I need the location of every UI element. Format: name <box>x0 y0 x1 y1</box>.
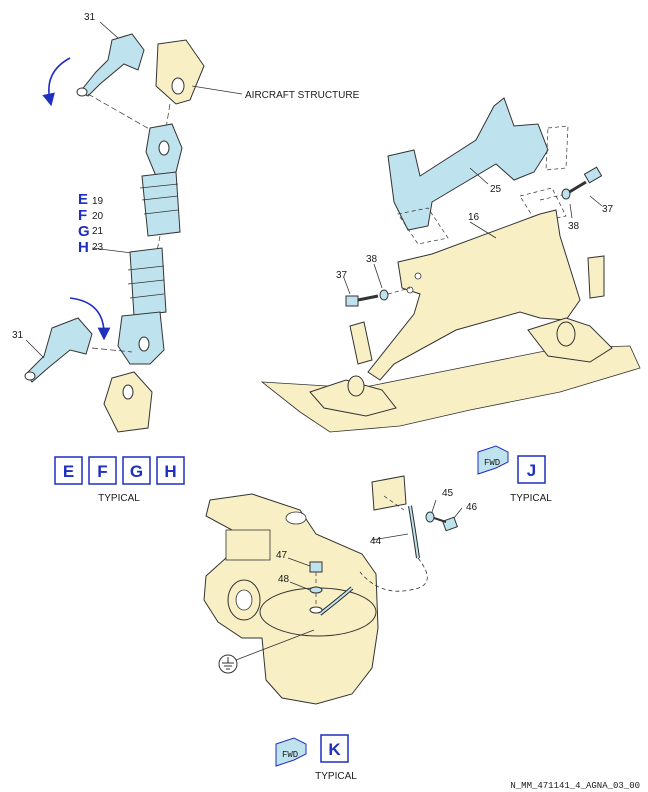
index-letter-e: E <box>78 191 88 208</box>
callout-38-right: 38 <box>568 221 580 232</box>
callout-31-bottom: 31 <box>12 330 24 341</box>
washer-48 <box>309 586 323 594</box>
washer-38-right <box>561 188 571 200</box>
callout-47: 47 <box>276 550 288 561</box>
upper-structure-bracket <box>155 39 205 105</box>
view-box-f: F <box>88 456 117 485</box>
callout-16: 16 <box>468 212 480 223</box>
callout-31-top: 31 <box>84 12 96 23</box>
view-boxes-efgh: E F G H TYPICAL <box>54 456 185 504</box>
bracket-25 <box>387 97 549 231</box>
svg-text:K: K <box>328 740 341 759</box>
fwd-arrow-k: FWD <box>275 737 307 767</box>
washer-45 <box>425 511 435 523</box>
ground-symbol-icon <box>218 654 238 674</box>
view-box-e: E <box>54 456 83 485</box>
bolt-37-left <box>345 294 379 307</box>
fwd-arrow-j: FWD <box>477 445 509 475</box>
component-index-list: E 19 F 20 G 21 H 23 <box>78 191 104 256</box>
ground-strap-view: 44 45 46 47 48 <box>203 475 478 705</box>
bracket-16 <box>367 209 581 381</box>
svg-text:FWD: FWD <box>484 458 500 468</box>
callout-45: 45 <box>442 488 454 499</box>
callout-37-right: 37 <box>602 204 614 215</box>
bracket-assembly-view: 25 16 37 38 <box>260 97 641 433</box>
callout-48: 48 <box>278 574 290 585</box>
view-box-h: H <box>156 456 185 485</box>
svg-text:J: J <box>527 461 536 480</box>
index-letter-f: F <box>78 207 87 224</box>
post-right <box>587 255 605 299</box>
index-letter-g: G <box>78 223 90 240</box>
svg-text:H: H <box>164 462 176 481</box>
callout-23: 23 <box>92 242 104 253</box>
ground-bracket <box>371 475 407 511</box>
upper-clamp-31 <box>79 33 145 97</box>
callout-37-left: 37 <box>336 270 348 281</box>
view-box-j: J <box>517 455 546 484</box>
callout-20: 20 <box>92 211 104 222</box>
figure-reference: N_MM_471141_4_AGNA_03_00 <box>510 781 640 791</box>
svg-text:F: F <box>97 462 107 481</box>
rod-upper-section <box>141 171 181 237</box>
svg-text:FWD: FWD <box>282 750 298 760</box>
lower-structure-bracket <box>103 371 153 433</box>
callout-21: 21 <box>92 226 104 237</box>
callout-44: 44 <box>370 536 382 547</box>
view-box-g: G <box>122 456 151 485</box>
callout-19: 19 <box>92 196 104 207</box>
svg-text:E: E <box>63 462 74 481</box>
view-k-marker: FWD K TYPICAL <box>275 734 357 782</box>
rotation-arrow-lower <box>69 297 111 341</box>
index-letter-h: H <box>78 239 89 256</box>
aircraft-structure-label: AIRCRAFT STRUCTURE <box>245 90 360 101</box>
caption-typical-efgh: TYPICAL <box>98 493 140 504</box>
view-j-marker: FWD J TYPICAL <box>477 445 552 504</box>
washer-38-left <box>379 289 389 301</box>
view-box-k: K <box>320 734 349 763</box>
post-left <box>349 321 373 365</box>
rotation-arrow-upper <box>42 57 71 107</box>
lower-clamp-31 <box>25 317 93 383</box>
bolt-37-right <box>565 166 603 196</box>
caption-typical-j: TYPICAL <box>510 493 552 504</box>
callout-38-left: 38 <box>366 254 378 265</box>
rod-assembly-view: AIRCRAFT STRUCTURE 31 3 <box>12 12 360 433</box>
bracket-foot-left <box>309 379 397 417</box>
callout-46: 46 <box>466 502 478 513</box>
caption-typical-k: TYPICAL <box>315 771 357 782</box>
svg-text:G: G <box>130 462 143 481</box>
callout-25: 25 <box>490 184 502 195</box>
bolt-47 <box>309 561 323 573</box>
bolt-46 <box>442 516 458 532</box>
